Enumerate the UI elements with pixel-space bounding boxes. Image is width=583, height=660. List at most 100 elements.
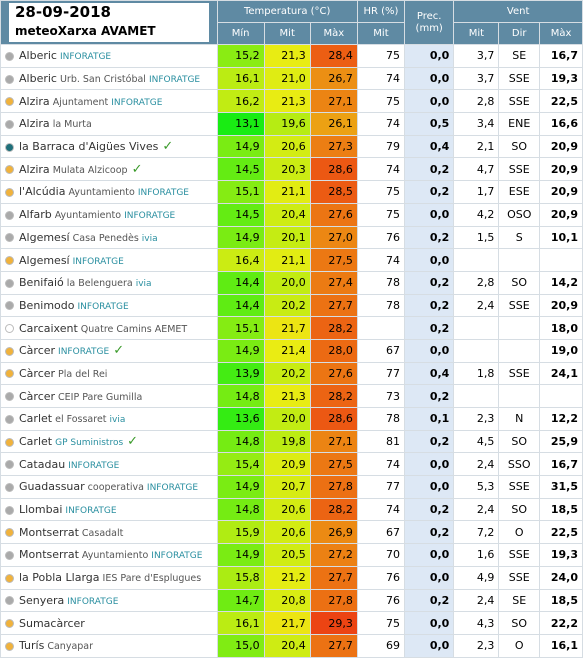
station-cell: Turís Canyapar <box>0 633 218 658</box>
value-cell: 20,9 <box>539 157 583 182</box>
value-cell: 27,7 <box>309 633 358 658</box>
status-dot <box>5 119 14 129</box>
value-cell: 76 <box>356 565 406 590</box>
value-cell: 3,7 <box>453 66 500 91</box>
sponsor: INFORATGE <box>67 596 119 607</box>
value-cell: 78 <box>356 270 406 295</box>
sponsor: INFORATGE <box>146 483 199 494</box>
value-cell <box>453 316 500 340</box>
status-dot <box>5 301 14 311</box>
value-cell <box>498 316 541 340</box>
value-cell: 70 <box>356 543 406 567</box>
value-cell: 75 <box>356 44 406 68</box>
station-name: Alzira <box>19 94 50 108</box>
value-cell: 0,0 <box>404 89 455 114</box>
value-cell: 18,0 <box>539 316 583 340</box>
station-location: Ayuntamiento <box>68 187 135 199</box>
value-cell <box>539 384 583 408</box>
status-dot <box>5 505 14 515</box>
station-row: Alzira la Murta 13,1 19,6 26,1 74 0,5 3,4 ENE 16,… <box>0 112 583 136</box>
status-dot <box>5 256 14 266</box>
column-header: Dir <box>498 22 541 45</box>
value-cell: 0,0 <box>404 611 455 635</box>
value-cell: 20,1 <box>263 225 311 250</box>
station-cell: Llombai INFORATGE <box>0 497 218 522</box>
value-cell: 16,4 <box>216 248 265 272</box>
station-name: Càrcer <box>19 344 56 358</box>
value-cell: 20,2 <box>263 293 311 318</box>
value-cell: 15,1 <box>216 316 265 340</box>
brand: 28-09-2018 meteoXarxa AVAMET <box>0 0 218 45</box>
value-cell: 27,6 <box>309 202 358 227</box>
value-cell: 4,7 <box>453 157 500 182</box>
value-cell: 78 <box>356 407 406 431</box>
station-cell: Alberic INFORATGE <box>0 44 218 68</box>
value-cell: 14,4 <box>216 293 265 318</box>
station-name: Benifaió <box>19 276 64 290</box>
station-row: Alberic Urb. San Cristóbal INFORATGE 16,1 21… <box>0 66 583 91</box>
column-header: Mit <box>356 22 406 45</box>
value-cell: 2,1 <box>453 134 500 159</box>
status-dot <box>5 528 14 538</box>
value-cell: 25,9 <box>539 429 583 454</box>
station-name: Alzira <box>19 117 50 131</box>
station-row: la Barraca d'Aigües Vives ✓ 14,9 20,6 27,3 79… <box>0 134 583 159</box>
value-cell: 14,8 <box>216 497 265 522</box>
station-location: la Belenguera <box>66 278 133 290</box>
value-cell: 20,0 <box>263 407 311 431</box>
value-cell: 78 <box>356 293 406 318</box>
sponsor: INFORATGE <box>151 551 203 562</box>
value-cell: 14,8 <box>216 429 265 454</box>
value-cell: SSE <box>498 293 541 318</box>
station-name: Càrcer <box>19 389 56 403</box>
station-name: Alberic <box>19 72 57 86</box>
value-cell: 10,1 <box>539 225 583 250</box>
value-cell: 19,6 <box>263 112 311 136</box>
value-cell: 0,0 <box>404 66 455 91</box>
value-cell: SSE <box>498 66 541 91</box>
station-row: Turís Canyapar 15,0 20,4 27,7 69 0,0 2,3 O 16,1 <box>0 633 583 658</box>
sponsor: ivia <box>141 233 158 244</box>
value-cell: 27,1 <box>309 429 358 454</box>
station-location: Quatre Camins AEMET <box>80 323 188 335</box>
value-cell: 2,4 <box>453 497 500 522</box>
value-cell: 74 <box>356 248 406 272</box>
value-cell: 26,7 <box>309 66 358 91</box>
value-cell: SE <box>498 588 541 613</box>
value-cell: 20,5 <box>263 543 311 567</box>
value-cell: 21,0 <box>263 66 311 91</box>
value-cell: 2,3 <box>453 633 500 658</box>
station-cell: Càrcer INFORATGE ✓ <box>0 338 218 363</box>
value-cell: 19,8 <box>263 429 311 454</box>
status-dot <box>5 324 14 334</box>
station-row: Alzira Mulata Alzicoop ✓ 14,5 20,3 28,6 74 0,2 4… <box>0 157 583 182</box>
value-cell: 75 <box>356 180 406 204</box>
status-dot <box>5 278 14 288</box>
value-cell: 27,5 <box>309 452 358 477</box>
value-cell: 4,2 <box>453 202 500 227</box>
value-cell: 0,1 <box>404 407 455 431</box>
station-row: Montserrat Ayuntamiento INFORATGE 14,9 20,5 2… <box>0 543 583 567</box>
value-cell: 20,9 <box>539 180 583 204</box>
station-cell: Carcaixent Quatre Camins AEMET <box>0 316 218 340</box>
value-cell: 0,0 <box>404 452 455 477</box>
station-row: Senyera INFORATGE 14,7 20,8 27,8 76 0,2 2,4 SE 18… <box>0 588 583 613</box>
value-cell: SO <box>498 429 541 454</box>
station-row: la Pobla Llarga IES Pare d'Esplugues 15,8 2… <box>0 565 583 590</box>
value-cell: 0,4 <box>404 134 455 159</box>
value-cell: 20,6 <box>263 134 311 159</box>
station-cell: Montserrat Ayuntamiento INFORATGE <box>0 543 218 567</box>
value-cell: 27,8 <box>309 588 358 613</box>
sponsor: ivia <box>109 415 126 426</box>
station-cell: la Barraca d'Aigües Vives ✓ <box>0 134 218 159</box>
value-cell: N <box>498 407 541 431</box>
value-cell: 16,1 <box>216 66 265 91</box>
value-cell: SO <box>498 134 541 159</box>
value-cell: 27,1 <box>309 89 358 114</box>
value-cell: 0,0 <box>404 633 455 658</box>
value-cell: 21,1 <box>263 248 311 272</box>
value-cell: 1,7 <box>453 180 500 204</box>
station-cell: Algemesí INFORATGE <box>0 248 218 272</box>
station-row: Carlet el Fossaret ivia 13,6 20,0 28,6 78 0,1 2,… <box>0 407 583 431</box>
